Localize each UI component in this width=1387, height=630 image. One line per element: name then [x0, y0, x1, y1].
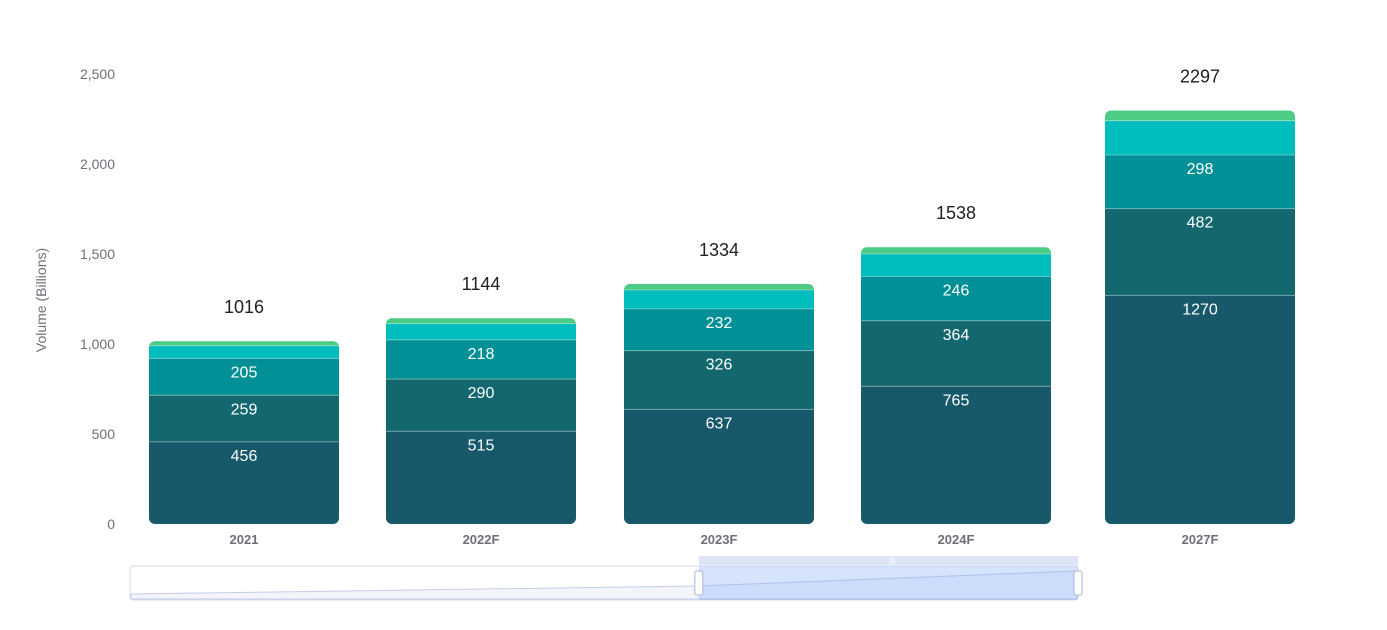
- bar-segment: [1105, 208, 1295, 296]
- bar-segment: [861, 247, 1051, 254]
- y-tick-label: 0: [107, 516, 115, 532]
- bar-segment: [149, 341, 339, 346]
- bar-stack: [1105, 110, 1295, 524]
- bar-segment: [861, 320, 1051, 387]
- bar-segment-label: 765: [943, 392, 970, 409]
- bar-segment: [624, 350, 814, 410]
- bar-segment-label: 218: [468, 346, 495, 363]
- bar-segment-label: 298: [1187, 161, 1214, 178]
- bar-segment: [861, 254, 1051, 277]
- bar-segment: [386, 379, 576, 432]
- x-axis: 2021 2022F 2023F 2024F 2027F: [230, 532, 1219, 547]
- bar-segment: [386, 318, 576, 324]
- bar-segment-label: 1270: [1182, 301, 1218, 318]
- slider-end-handle[interactable]: [1073, 570, 1083, 596]
- bar-segment: [386, 339, 576, 380]
- bar-segment: [1105, 120, 1295, 155]
- bar-segment-label: 326: [706, 357, 733, 374]
- bar-segment-label: 246: [943, 283, 970, 300]
- bar-segment-label: 637: [706, 415, 733, 432]
- slider-selected-range[interactable]: [698, 566, 1078, 600]
- bar-segment: [386, 323, 576, 340]
- bar-segment: [386, 431, 576, 524]
- bar-total-label: 1334: [699, 240, 739, 260]
- x-tick-label: 2021: [230, 532, 259, 547]
- bar-segment: [1105, 295, 1295, 524]
- x-tick-label: 2022F: [463, 532, 500, 547]
- bar-segment: [624, 409, 814, 524]
- slider-grip-icon: |||: [889, 556, 895, 565]
- bar-stack: [624, 283, 814, 524]
- bars-layer: 456 259 205 1016 515 290 218 1144 637 326 232 1334 7…: [149, 67, 1295, 524]
- bar-segment-label: 290: [468, 385, 495, 402]
- bar-segment: [149, 441, 339, 524]
- y-axis-title-group: Volume (Billions): [33, 248, 49, 352]
- bar-segment-label: 259: [231, 401, 258, 418]
- bar-total-label: 1144: [462, 274, 501, 294]
- bar-segment-label: 482: [1187, 215, 1214, 232]
- bar-segment: [861, 276, 1051, 321]
- x-tick-label: 2027F: [1182, 532, 1219, 547]
- y-tick-label: 2,500: [80, 66, 115, 82]
- bar-segment-label: 205: [231, 364, 258, 381]
- bar-segment: [624, 308, 814, 351]
- bar-stack: [149, 341, 339, 524]
- bar-segment: [149, 358, 339, 396]
- x-tick-label: 2024F: [938, 532, 975, 547]
- bar-total-label: 1538: [936, 203, 976, 223]
- bar-stack: [861, 247, 1051, 524]
- bar-total-label: 1016: [224, 297, 264, 317]
- bar-segment: [624, 290, 814, 309]
- bar-segment-label: 364: [943, 327, 970, 344]
- bar-segment-label: 515: [468, 437, 495, 454]
- bar-segment: [1105, 155, 1295, 209]
- y-tick-label: 500: [92, 426, 116, 442]
- y-axis: 0 500 1,000 1,500 2,000 2,500: [80, 66, 115, 532]
- y-axis-title: Volume (Billions): [33, 248, 49, 352]
- bar-segment-label: 232: [706, 315, 733, 332]
- x-tick-label: 2023F: [701, 532, 738, 547]
- bar-segment: [861, 386, 1051, 524]
- y-tick-label: 1,000: [80, 336, 115, 352]
- bar-segment: [1105, 110, 1295, 121]
- bar-total-label: 2297: [1180, 67, 1220, 87]
- bar-segment-label: 456: [231, 448, 258, 465]
- bar-segment: [624, 283, 814, 290]
- y-tick-label: 2,000: [80, 156, 115, 172]
- slider-move-handle[interactable]: [698, 556, 1078, 565]
- data-zoom-slider[interactable]: |||: [129, 556, 1083, 601]
- y-tick-label: 1,500: [80, 246, 115, 262]
- bar-stack: [386, 318, 576, 524]
- bar-segment: [149, 345, 339, 359]
- bar-segment: [149, 395, 339, 442]
- slider-start-handle[interactable]: [694, 570, 704, 596]
